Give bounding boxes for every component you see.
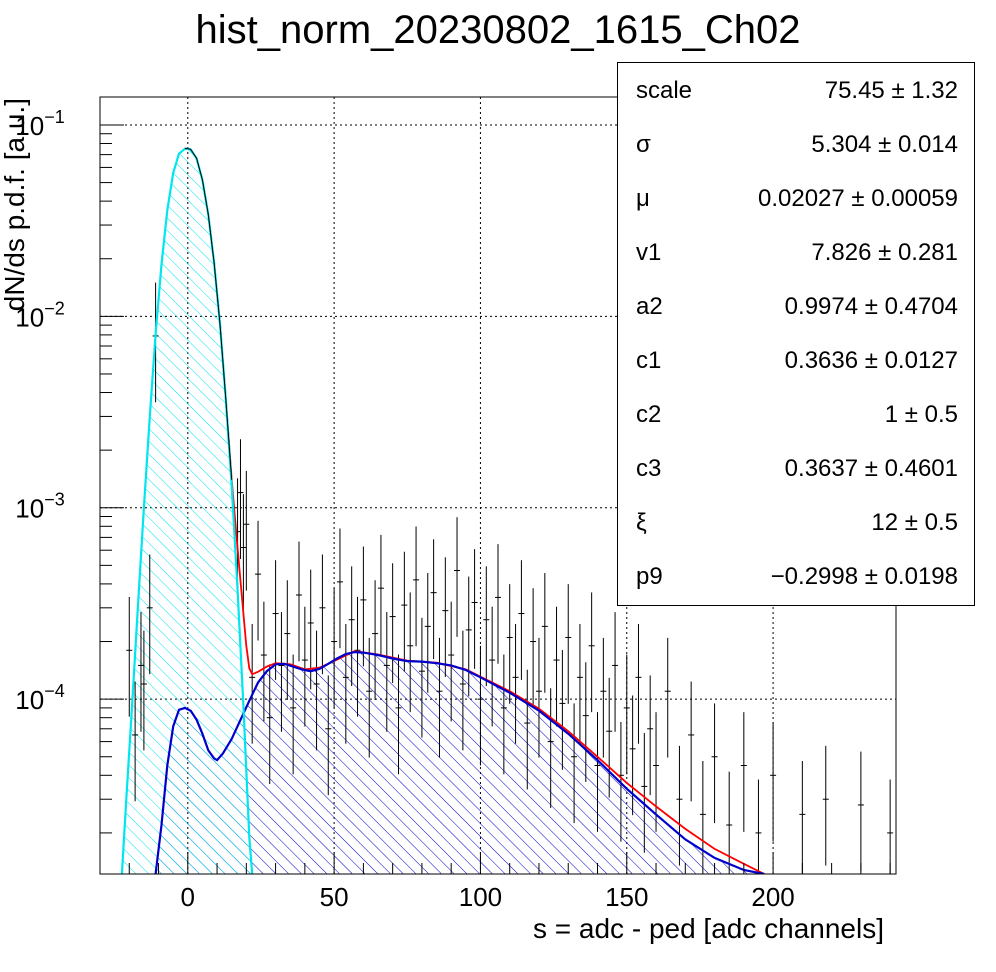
stat-value: 5.304 ± 0.014 <box>811 131 958 158</box>
data-trend-curve <box>184 148 233 480</box>
data-error-bars <box>126 282 894 874</box>
stat-name: v1 <box>636 239 662 266</box>
stat-value: 0.02027 ± 0.00059 <box>757 185 958 212</box>
x-tick-label: 100 <box>459 882 502 912</box>
stat-value: 12 ± 0.5 <box>871 509 958 536</box>
axis-ticks: 0 50 100 150 200 10−1 10−2 10−3 10−4 <box>15 107 891 912</box>
fit-curves <box>120 147 765 874</box>
stat-row: c1 0.3636 ± 0.0127 <box>618 333 974 387</box>
chart-title: hist_norm_20230802_1615_Ch02 <box>195 8 801 52</box>
stat-row: ξ 12 ± 0.5 <box>618 495 974 549</box>
stat-value: 75.45 ± 1.32 <box>824 77 958 104</box>
stat-name: c3 <box>636 455 662 482</box>
stat-row: σ 5.304 ± 0.014 <box>618 117 974 171</box>
stat-name: c1 <box>636 347 662 374</box>
stat-row: p9 −0.2998 ± 0.0198 <box>618 549 974 603</box>
stat-value: 7.826 ± 0.281 <box>811 239 958 266</box>
stat-row: c2 1 ± 0.5 <box>618 387 974 441</box>
stat-row: c3 0.3637 ± 0.4601 <box>618 441 974 495</box>
stat-row: v1 7.826 ± 0.281 <box>618 225 974 279</box>
fit-stats-box: scale 75.45 ± 1.32 σ 5.304 ± 0.014 μ 0.02027 … <box>617 62 975 606</box>
x-tick-label: 200 <box>751 882 794 912</box>
stat-row: a2 0.9974 ± 0.4704 <box>618 279 974 333</box>
stat-name: ξ <box>636 509 647 536</box>
x-axis-title: s = adc - ped [adc channels] <box>533 913 884 944</box>
y-axis-title: dN/ds p.d.f. [a.u.] <box>0 98 30 311</box>
stat-name: σ <box>636 131 651 158</box>
stat-value: 0.3636 ± 0.0127 <box>784 347 958 374</box>
stat-value: 0.9974 ± 0.4704 <box>784 293 958 320</box>
stat-name: a2 <box>636 293 663 320</box>
stat-row: μ 0.02027 ± 0.00059 <box>618 171 974 225</box>
stat-value: 1 ± 0.5 <box>884 401 958 428</box>
x-tick-label: 50 <box>320 882 349 912</box>
signal-curve <box>154 650 765 874</box>
stat-value: 0.3637 ± 0.4601 <box>784 455 958 482</box>
y-tick-label: 10−2 <box>15 298 64 332</box>
stat-name: c2 <box>636 401 662 428</box>
x-tick-label: 0 <box>181 882 195 912</box>
stat-row: scale 75.45 ± 1.32 <box>618 63 974 117</box>
y-tick-label: 10−3 <box>15 490 64 524</box>
stat-name: p9 <box>636 563 663 590</box>
stat-name: μ <box>636 185 650 212</box>
signal-hatch-fill <box>155 652 765 874</box>
stat-value: −0.2998 ± 0.0198 <box>770 563 958 590</box>
y-tick-label: 10−1 <box>15 107 64 141</box>
y-tick-label: 10−4 <box>15 681 64 715</box>
x-tick-label: 150 <box>605 882 648 912</box>
stat-name: scale <box>636 77 693 104</box>
